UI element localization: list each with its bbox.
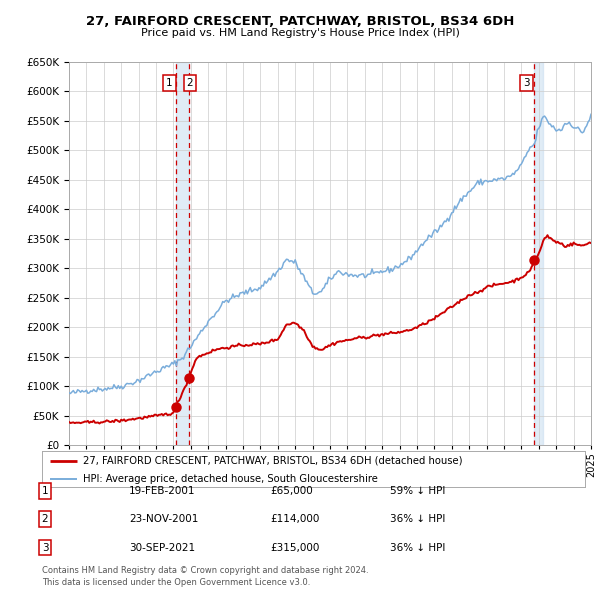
Text: HPI: Average price, detached house, South Gloucestershire: HPI: Average price, detached house, Sout…: [83, 474, 377, 484]
Text: £114,000: £114,000: [270, 514, 319, 524]
Text: 19-FEB-2001: 19-FEB-2001: [129, 486, 196, 496]
Text: 36% ↓ HPI: 36% ↓ HPI: [390, 543, 445, 552]
Text: 30-SEP-2021: 30-SEP-2021: [129, 543, 195, 552]
Text: Contains HM Land Registry data © Crown copyright and database right 2024.
This d: Contains HM Land Registry data © Crown c…: [42, 566, 368, 587]
Text: 59% ↓ HPI: 59% ↓ HPI: [390, 486, 445, 496]
Bar: [535, 62, 543, 445]
Text: 1: 1: [166, 78, 173, 87]
Text: 2: 2: [41, 514, 49, 524]
Text: 3: 3: [523, 78, 530, 87]
Text: 3: 3: [41, 543, 49, 552]
Bar: [176, 62, 189, 445]
Text: £315,000: £315,000: [270, 543, 319, 552]
Text: 36% ↓ HPI: 36% ↓ HPI: [390, 514, 445, 524]
Text: 27, FAIRFORD CRESCENT, PATCHWAY, BRISTOL, BS34 6DH: 27, FAIRFORD CRESCENT, PATCHWAY, BRISTOL…: [86, 15, 514, 28]
Text: 23-NOV-2001: 23-NOV-2001: [129, 514, 199, 524]
Text: 27, FAIRFORD CRESCENT, PATCHWAY, BRISTOL, BS34 6DH (detached house): 27, FAIRFORD CRESCENT, PATCHWAY, BRISTOL…: [83, 455, 462, 466]
Text: 2: 2: [187, 78, 193, 87]
Text: 1: 1: [41, 486, 49, 496]
Text: £65,000: £65,000: [270, 486, 313, 496]
Text: Price paid vs. HM Land Registry's House Price Index (HPI): Price paid vs. HM Land Registry's House …: [140, 28, 460, 38]
